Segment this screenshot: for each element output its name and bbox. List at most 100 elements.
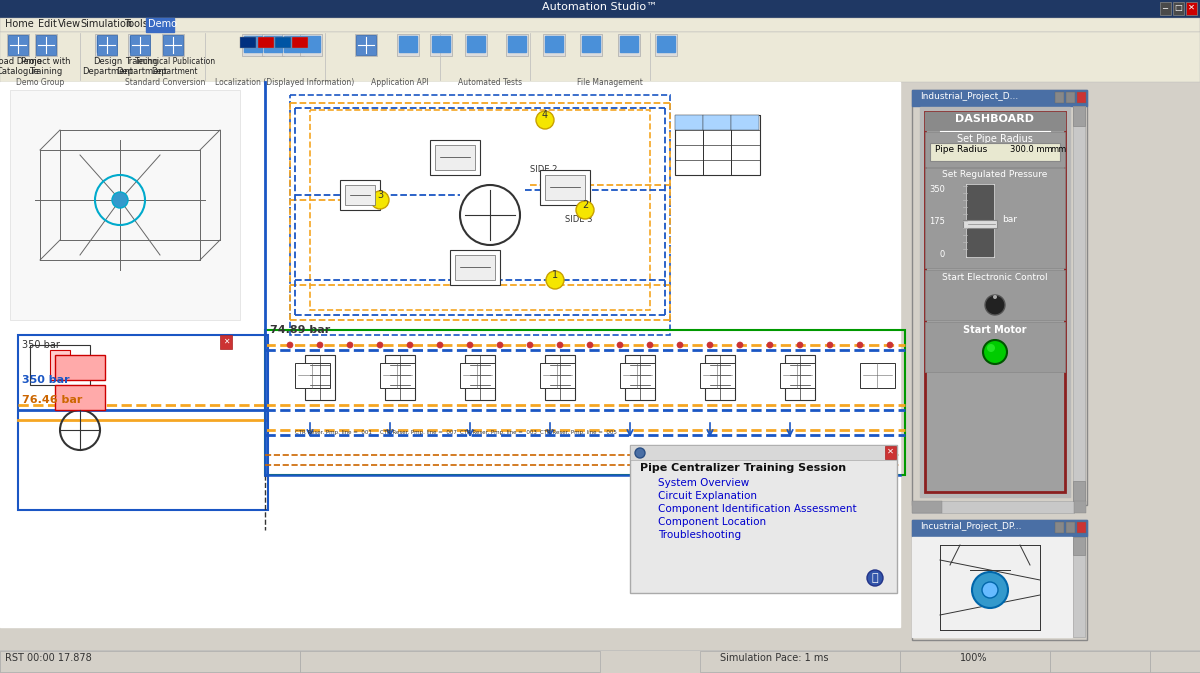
Bar (780, 363, 815, 388)
Bar (356, 35, 376, 55)
Circle shape (347, 342, 353, 348)
Bar (706, 355, 734, 400)
Text: CTR Reser. Pmp. line =  003: CTR Reser. Pmp. line = 003 (460, 430, 536, 435)
Bar (782, 458, 798, 476)
Bar (305, 355, 335, 400)
Bar (397, 34, 419, 56)
Bar (1073, 106, 1085, 126)
Bar (967, 185, 994, 256)
Text: SIDE 3: SIDE 3 (565, 215, 593, 224)
Text: Demo Group: Demo Group (16, 78, 64, 87)
Circle shape (982, 582, 998, 598)
Bar (355, 34, 377, 56)
Bar (130, 36, 148, 52)
Circle shape (371, 191, 389, 209)
Bar (964, 220, 997, 228)
Bar (912, 501, 1074, 513)
Circle shape (972, 572, 1008, 608)
Circle shape (707, 342, 713, 348)
Circle shape (536, 111, 554, 129)
Text: SIDE 2: SIDE 2 (530, 165, 557, 174)
Bar (1078, 522, 1086, 533)
Bar (358, 36, 374, 52)
Circle shape (647, 342, 653, 348)
Bar (146, 18, 174, 32)
Text: □: □ (1174, 3, 1182, 12)
Bar (0, 82, 900, 627)
Text: Set Regulated Pressure: Set Regulated Pressure (942, 170, 1048, 179)
Bar (346, 185, 374, 205)
Text: Application API: Application API (371, 78, 428, 87)
Bar (860, 363, 895, 388)
Text: mm: mm (1050, 145, 1067, 154)
Circle shape (287, 342, 293, 348)
Text: Start Electronic Control: Start Electronic Control (942, 273, 1048, 282)
Bar (164, 36, 182, 52)
Bar (95, 34, 118, 56)
Bar (432, 36, 450, 52)
Bar (310, 110, 650, 310)
Text: Troubleshooting: Troubleshooting (658, 530, 742, 540)
Bar (265, 330, 905, 475)
Text: Demo: Demo (148, 19, 178, 29)
Bar (545, 355, 575, 400)
Bar (785, 355, 815, 400)
Bar (1055, 92, 1064, 103)
Bar (37, 36, 55, 52)
Bar (925, 168, 1066, 268)
Bar (700, 363, 734, 388)
Circle shape (887, 342, 893, 348)
Bar (18, 335, 268, 510)
Text: Technical Publication
Department: Technical Publication Department (134, 57, 215, 77)
Bar (466, 355, 496, 400)
Bar (1050, 651, 1150, 672)
Circle shape (737, 342, 743, 348)
Bar (542, 34, 565, 56)
Text: 3: 3 (377, 190, 383, 200)
Bar (925, 112, 1066, 492)
Bar (920, 107, 1070, 497)
Bar (506, 34, 528, 56)
Bar (1055, 522, 1064, 533)
Bar (712, 458, 728, 476)
Bar (618, 34, 640, 56)
Circle shape (677, 342, 683, 348)
Bar (380, 363, 415, 388)
Bar (290, 95, 670, 335)
Text: DASHBOARD: DASHBOARD (955, 114, 1034, 124)
Text: Project with
Training: Project with Training (22, 57, 71, 77)
Bar (1174, 2, 1184, 15)
Bar (912, 90, 1087, 505)
Bar (630, 445, 898, 460)
Text: Tools: Tools (124, 19, 148, 29)
Text: Localization (Displayed Information): Localization (Displayed Information) (215, 78, 355, 87)
Bar (398, 36, 418, 52)
Bar (0, 651, 300, 672)
Text: ⏻: ⏻ (871, 573, 878, 583)
Text: Standard Conversion: Standard Conversion (125, 78, 205, 87)
Bar (450, 250, 500, 285)
Bar (925, 270, 1066, 320)
Text: View: View (58, 19, 82, 29)
Bar (1073, 481, 1085, 501)
Bar (545, 36, 563, 52)
Bar (703, 115, 731, 130)
Bar (292, 37, 308, 48)
Bar (1074, 501, 1086, 513)
Bar (340, 180, 380, 210)
Bar (35, 34, 58, 56)
Circle shape (587, 342, 593, 348)
Text: Load Demo
Catalogue: Load Demo Catalogue (0, 57, 42, 77)
Bar (36, 35, 56, 55)
Bar (1073, 537, 1085, 555)
Text: 300.0 mm: 300.0 mm (1010, 145, 1052, 154)
Circle shape (985, 295, 1006, 315)
Bar (912, 501, 942, 513)
Text: bar: bar (1002, 215, 1018, 225)
Bar (30, 345, 90, 385)
Bar (0, 0, 200, 18)
Bar (10, 36, 28, 52)
Circle shape (635, 448, 646, 458)
Circle shape (576, 201, 594, 219)
Circle shape (857, 342, 863, 348)
